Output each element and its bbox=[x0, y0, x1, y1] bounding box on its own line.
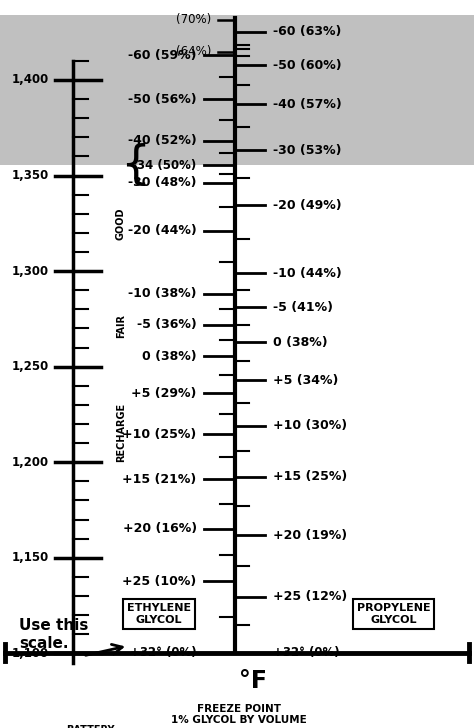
Bar bbox=[0, 15, 474, 165]
Text: +32° (0%): +32° (0%) bbox=[273, 646, 339, 659]
Text: 1,350: 1,350 bbox=[11, 169, 49, 182]
Text: {: { bbox=[120, 143, 150, 188]
Text: -30 (48%): -30 (48%) bbox=[128, 176, 197, 189]
Text: -40 (57%): -40 (57%) bbox=[273, 98, 341, 111]
Text: -40 (52%): -40 (52%) bbox=[128, 134, 197, 147]
Text: 1,100: 1,100 bbox=[12, 647, 49, 660]
Text: -60 (59%): -60 (59%) bbox=[128, 49, 197, 62]
Text: -50 (60%): -50 (60%) bbox=[273, 59, 341, 72]
Text: -5 (36%): -5 (36%) bbox=[137, 318, 197, 331]
Text: -30 (53%): -30 (53%) bbox=[273, 143, 341, 157]
Text: 1,250: 1,250 bbox=[11, 360, 49, 373]
Text: (64%): (64%) bbox=[175, 45, 211, 58]
Text: +25 (10%): +25 (10%) bbox=[122, 574, 197, 587]
Text: GOOD: GOOD bbox=[116, 207, 126, 240]
Text: -20 (49%): -20 (49%) bbox=[273, 199, 341, 212]
Text: +5 (29%): +5 (29%) bbox=[131, 387, 197, 400]
Text: -60 (63%): -60 (63%) bbox=[273, 25, 341, 38]
Text: °F: °F bbox=[239, 668, 267, 692]
Text: RECHARGE: RECHARGE bbox=[116, 403, 126, 462]
Text: FAIR: FAIR bbox=[116, 314, 126, 338]
Text: +32° (0%): +32° (0%) bbox=[130, 646, 197, 659]
Text: 1,300: 1,300 bbox=[12, 264, 49, 277]
Text: Use this
scale.: Use this scale. bbox=[19, 618, 88, 651]
Text: +20 (16%): +20 (16%) bbox=[123, 522, 197, 535]
Text: +20 (19%): +20 (19%) bbox=[273, 529, 346, 542]
Text: +5 (34%): +5 (34%) bbox=[273, 374, 338, 387]
Text: -5 (41%): -5 (41%) bbox=[273, 301, 333, 314]
Text: -20 (44%): -20 (44%) bbox=[128, 224, 197, 237]
Text: 1,200: 1,200 bbox=[12, 456, 49, 469]
Text: -50 (56%): -50 (56%) bbox=[128, 92, 197, 106]
Text: +10 (30%): +10 (30%) bbox=[273, 419, 346, 432]
Text: 1,400: 1,400 bbox=[11, 74, 49, 87]
Text: -34 (50%): -34 (50%) bbox=[132, 159, 197, 172]
Text: +15 (25%): +15 (25%) bbox=[273, 470, 347, 483]
Text: BATTERY
CHARGE
SPECIFIC
GRAVITY: BATTERY CHARGE SPECIFIC GRAVITY bbox=[65, 725, 115, 728]
Text: FREEZE POINT
1% GLYCOL BY VOLUME: FREEZE POINT 1% GLYCOL BY VOLUME bbox=[172, 703, 307, 725]
Text: -10 (44%): -10 (44%) bbox=[273, 267, 341, 280]
Text: -10 (38%): -10 (38%) bbox=[128, 287, 197, 300]
Text: (70%): (70%) bbox=[176, 13, 211, 26]
Text: +15 (21%): +15 (21%) bbox=[122, 473, 197, 486]
Text: +10 (25%): +10 (25%) bbox=[122, 428, 197, 441]
Text: 1,150: 1,150 bbox=[11, 551, 49, 564]
Text: PROPYLENE
GLYCOL: PROPYLENE GLYCOL bbox=[356, 604, 430, 625]
Text: ETHYLENE
GLYCOL: ETHYLENE GLYCOL bbox=[127, 604, 191, 625]
Text: 0 (38%): 0 (38%) bbox=[142, 349, 197, 363]
Text: +25 (12%): +25 (12%) bbox=[273, 590, 347, 604]
Text: 0 (38%): 0 (38%) bbox=[273, 336, 327, 349]
